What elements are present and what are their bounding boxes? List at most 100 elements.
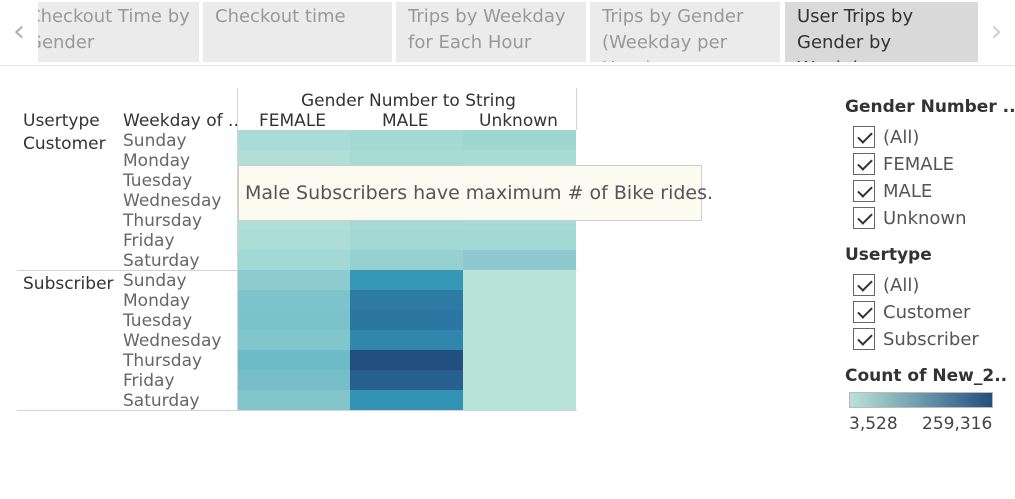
option-label: (All)	[883, 126, 920, 148]
heatmap-cell[interactable]	[238, 290, 350, 310]
heatmap-cell[interactable]	[463, 130, 576, 150]
chevron-right-icon[interactable]: ›	[990, 13, 1003, 49]
heatmap-cell[interactable]	[350, 130, 463, 150]
checkbox-checked-icon[interactable]	[853, 274, 875, 296]
heatmap-cell[interactable]	[463, 350, 576, 370]
group-label-subscriber: Subscriber	[23, 274, 114, 294]
usertype-filter-option[interactable]: Customer	[853, 300, 970, 324]
row-label-day: Friday	[123, 371, 175, 391]
tab-checkout-time-by-gender[interactable]: Checkout Time by Gender	[38, 2, 199, 62]
gender-filter-option[interactable]: MALE	[853, 179, 932, 203]
option-label: FEMALE	[883, 153, 954, 175]
heatmap-cell[interactable]	[238, 370, 350, 390]
gender-filter-title: Gender Number ..	[845, 97, 1015, 117]
heatmap-cell[interactable]	[463, 390, 576, 410]
option-label: Subscriber	[883, 328, 979, 350]
row-label-day: Tuesday	[123, 311, 193, 331]
heatmap-cell[interactable]	[463, 270, 576, 290]
heatmap-cell[interactable]	[238, 270, 350, 290]
table-bottom-rule	[17, 410, 577, 411]
option-label: MALE	[883, 180, 933, 202]
row-label-day: Saturday	[123, 251, 200, 271]
heatmap-cell[interactable]	[238, 310, 350, 330]
tab-label-line1: Checkout Time by	[38, 6, 190, 27]
heatmap-cell[interactable]	[463, 230, 576, 250]
checkbox-checked-icon[interactable]	[853, 180, 875, 202]
chevron-left-icon[interactable]: ‹	[13, 13, 25, 49]
heatmap-cell[interactable]	[463, 250, 576, 270]
heatmap-cell[interactable]	[463, 330, 576, 350]
row-header-weekday: Weekday of ..	[123, 111, 239, 131]
heatmap-cell[interactable]	[238, 230, 350, 250]
row-label-day: Thursday	[123, 351, 203, 371]
heatmap-cell[interactable]	[238, 130, 350, 150]
tab-checkout-time[interactable]: Checkout time	[203, 2, 392, 62]
tab-label-line2: (Weekday per Hour)	[602, 32, 728, 62]
column-header-female: FEMALE	[259, 111, 327, 131]
tab-label-line1: User Trips by	[797, 6, 914, 27]
row-label-day: Monday	[123, 151, 191, 171]
checkbox-checked-icon[interactable]	[853, 126, 875, 148]
column-group-header: Gender Number to String	[301, 91, 516, 111]
gender-filter-option[interactable]: (All)	[853, 125, 919, 149]
column-divider-right	[576, 88, 577, 130]
color-legend-title: Count of New_2..	[845, 366, 1008, 386]
usertype-filter-title: Usertype	[845, 245, 932, 265]
heatmap-cell[interactable]	[463, 370, 576, 390]
tab-label-line1: Checkout time	[215, 6, 346, 27]
tab-label-line2: for Each Hour	[408, 32, 532, 53]
usertype-filter-option[interactable]: Subscriber	[853, 327, 979, 351]
tab-trips-by-gender[interactable]: Trips by Gender (Weekday per Hour)	[590, 2, 780, 62]
heatmap-cell[interactable]	[238, 330, 350, 350]
tab-label-line1: Trips by Weekday	[408, 6, 566, 27]
checkbox-checked-icon[interactable]	[853, 153, 875, 175]
row-label-day: Monday	[123, 291, 191, 311]
heatmap-cell[interactable]	[350, 250, 463, 270]
heatmap-cell[interactable]	[463, 310, 576, 330]
story-navigator: ‹ Checkout Time by Gender Checkout time …	[0, 0, 1015, 66]
usertype-filter-option[interactable]: (All)	[853, 273, 919, 297]
checkbox-checked-icon[interactable]	[853, 301, 875, 323]
tab-user-trips-by-gender-by-weekday[interactable]: User Trips by Gender by Weekday	[785, 2, 978, 62]
heatmap-cell[interactable]	[350, 270, 463, 290]
heatmap-cell[interactable]	[350, 310, 463, 330]
checkbox-checked-icon[interactable]	[853, 207, 875, 229]
option-label: Customer	[883, 301, 971, 323]
color-ramp	[849, 392, 993, 408]
row-label-day: Saturday	[123, 391, 200, 411]
annotation-box[interactable]: Male Subscribers have maximum # of Bike …	[238, 165, 713, 221]
legend-max-value: 259,316	[922, 414, 993, 434]
gender-filter-option[interactable]: FEMALE	[853, 152, 954, 176]
column-header-unknown: Unknown	[479, 111, 558, 131]
heatmap-cell[interactable]	[238, 250, 350, 270]
row-label-day: Wednesday	[123, 331, 222, 351]
annotation-text: Male Subscribers have maximum # of Bike …	[245, 182, 714, 204]
story-tabs: Checkout Time by Gender Checkout time Tr…	[38, 2, 978, 62]
group-label-customer: Customer	[23, 134, 106, 154]
heatmap-cell[interactable]	[350, 230, 463, 250]
legend-min-value: 3,528	[849, 414, 898, 434]
heatmap-cell[interactable]	[350, 370, 463, 390]
row-label-day: Friday	[123, 231, 175, 251]
row-label-day: Thursday	[123, 211, 203, 231]
heatmap-cell[interactable]	[350, 330, 463, 350]
option-label: Unknown	[883, 207, 967, 229]
column-header-male: MALE	[382, 111, 429, 131]
heatmap-cell[interactable]	[238, 350, 350, 370]
tab-trips-by-weekday[interactable]: Trips by Weekday for Each Hour	[396, 2, 586, 62]
row-header-usertype: Usertype	[23, 111, 100, 131]
row-label-day: Wednesday	[123, 191, 222, 211]
heatmap-cell[interactable]	[238, 390, 350, 410]
heatmap-cell[interactable]	[350, 350, 463, 370]
heatmap-cell[interactable]	[350, 390, 463, 410]
tab-label-line2: Gender	[38, 32, 95, 53]
row-label-day: Sunday	[123, 271, 187, 291]
gender-filter-option[interactable]: Unknown	[853, 206, 967, 230]
tab-label-line2: Gender by Weekday	[797, 32, 892, 62]
option-label: (All)	[883, 274, 920, 296]
row-label-day: Sunday	[123, 131, 187, 151]
checkbox-checked-icon[interactable]	[853, 328, 875, 350]
heatmap-cell[interactable]	[463, 290, 576, 310]
heatmap-cell[interactable]	[350, 290, 463, 310]
column-divider	[237, 88, 238, 410]
